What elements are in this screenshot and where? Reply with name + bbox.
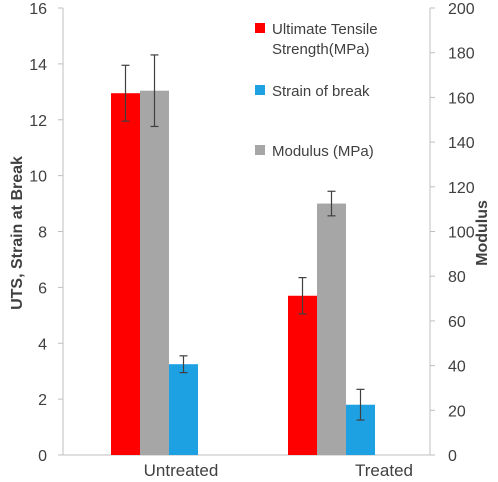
category-label-untreated: Untreated — [144, 461, 219, 480]
right-tick-label: 120 — [448, 180, 475, 197]
right-tick-label: 60 — [448, 314, 466, 331]
right-tick-label: 80 — [448, 269, 466, 286]
legend-label: Modulus (MPa) — [272, 143, 374, 160]
right-tick-label: 180 — [448, 46, 475, 63]
left-tick-label: 4 — [38, 336, 47, 353]
right-tick-label: 0 — [448, 448, 457, 465]
legend-swatch — [255, 23, 265, 33]
right-y-axis: 0 20 40 60 80 100 120 140 160 180 200 — [429, 1, 475, 465]
right-tick-label: 140 — [448, 135, 475, 152]
bar-left-2-0 — [169, 364, 198, 455]
category-label-treated: Treated — [355, 461, 413, 480]
left-tick-label: 12 — [29, 113, 47, 130]
left-tick-label: 16 — [29, 1, 47, 18]
bar-right-1-1 — [317, 203, 346, 455]
right-tick-label: 20 — [448, 403, 466, 420]
bar-left-0-0 — [111, 93, 140, 455]
legend-swatch — [255, 145, 265, 155]
legend-swatch — [255, 85, 265, 95]
error-bar-group — [121, 54, 365, 421]
legend: Ultimate Tensile Strength(MPa) Strain of b… — [255, 21, 378, 160]
left-axis-title: UTS, Strain at Break — [9, 156, 26, 310]
right-tick-label: 40 — [448, 359, 466, 376]
legend-label: Strength(MPa) — [272, 41, 370, 58]
right-axis-title: Modulus — [474, 200, 491, 266]
left-tick-label: 0 — [38, 448, 47, 465]
left-y-axis: 0 2 4 6 8 10 12 14 16 — [29, 1, 430, 465]
left-tick-label: 10 — [29, 169, 47, 186]
right-tick-label: 200 — [448, 1, 475, 18]
left-tick-label: 2 — [38, 392, 47, 409]
left-tick-label: 8 — [38, 225, 47, 242]
left-tick-label: 14 — [29, 57, 47, 74]
bar-right-1-0 — [140, 90, 169, 455]
legend-label: Strain of break — [272, 83, 370, 100]
bar-group — [111, 90, 375, 455]
right-tick-label: 160 — [448, 90, 475, 107]
right-tick-label: 100 — [448, 225, 475, 242]
bar-left-0-1 — [288, 295, 317, 455]
legend-label: Ultimate Tensile — [272, 21, 378, 38]
left-tick-label: 6 — [38, 280, 47, 297]
category-labels: Untreated Treated — [144, 461, 413, 480]
